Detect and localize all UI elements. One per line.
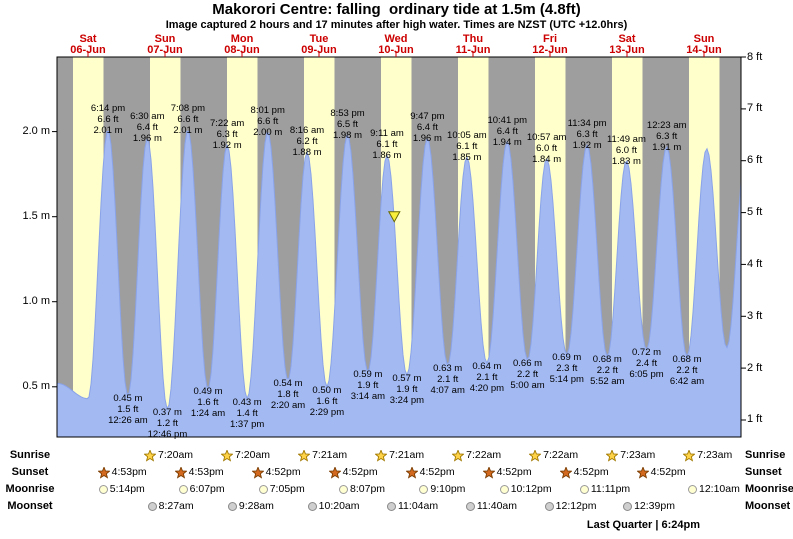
current-tide-marker xyxy=(387,211,401,223)
tide-curve xyxy=(56,130,742,438)
chart-border xyxy=(56,56,742,438)
night-band xyxy=(57,57,74,437)
moon-phase-note: Last Quarter | 6:24pm xyxy=(586,519,700,531)
page-title: Makorori Centre: falling ordinary tide a… xyxy=(212,1,581,18)
page-subtitle: Image captured 2 hours and 17 minutes af… xyxy=(165,19,628,31)
